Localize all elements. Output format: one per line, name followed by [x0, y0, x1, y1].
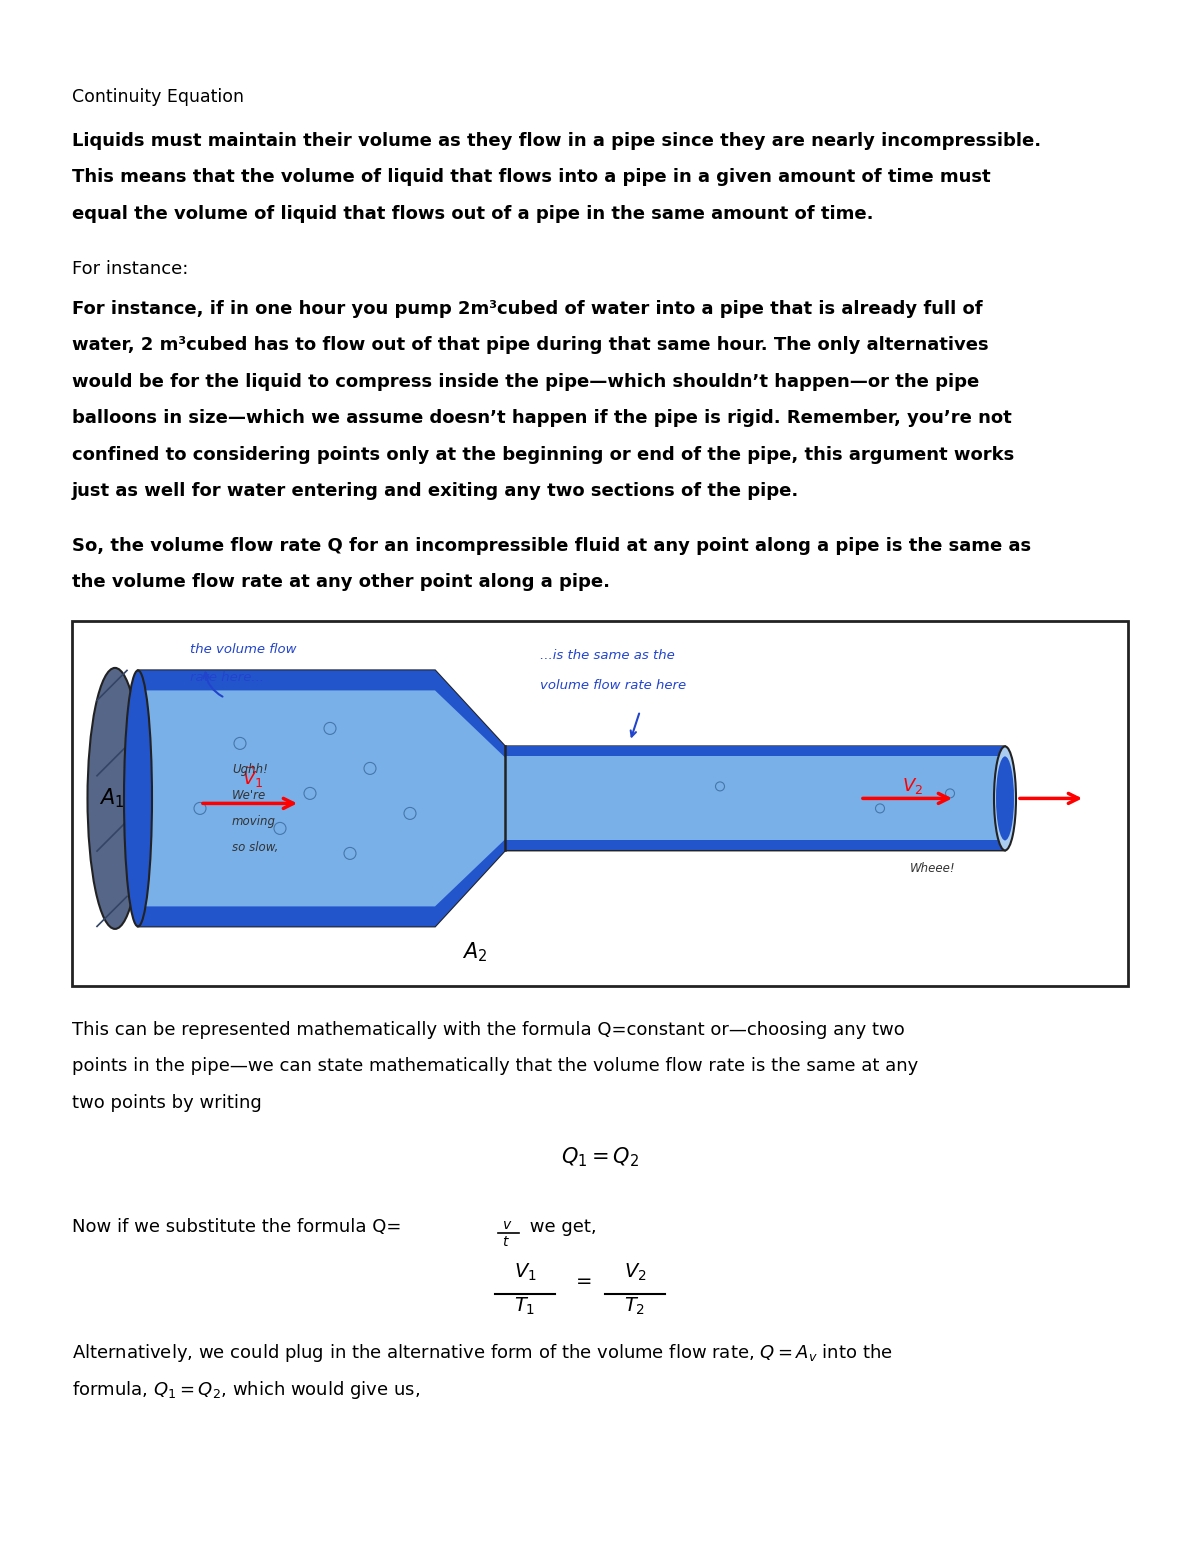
Text: $=$: $=$: [572, 1270, 592, 1289]
Polygon shape: [138, 840, 505, 927]
Polygon shape: [505, 840, 1006, 851]
Polygon shape: [138, 671, 505, 758]
Text: the volume flow rate at any other point along a pipe.: the volume flow rate at any other point …: [72, 573, 610, 592]
Text: $Q_1=Q_2$: $Q_1=Q_2$: [560, 1145, 640, 1168]
Text: Now if we substitute the formula Q=: Now if we substitute the formula Q=: [72, 1218, 401, 1236]
Ellipse shape: [124, 671, 152, 927]
Text: $V_2$: $V_2$: [902, 776, 923, 797]
Text: would be for the liquid to compress inside the pipe—which shouldn’t happen—or th: would be for the liquid to compress insi…: [72, 373, 979, 391]
Text: so slow,: so slow,: [232, 842, 278, 854]
Text: $t$: $t$: [502, 1235, 510, 1249]
Text: $\vec{V}_1$: $\vec{V}_1$: [242, 764, 263, 790]
Text: ...is the same as the: ...is the same as the: [540, 649, 674, 662]
Ellipse shape: [994, 747, 1016, 851]
Text: points in the pipe—we can state mathematically that the volume flow rate is the : points in the pipe—we can state mathemat…: [72, 1058, 918, 1075]
Text: we get,: we get,: [524, 1218, 596, 1236]
Text: For instance:: For instance:: [72, 259, 188, 278]
Text: the volume flow: the volume flow: [190, 643, 296, 655]
Text: We're: We're: [232, 789, 266, 803]
Text: Continuity Equation: Continuity Equation: [72, 89, 244, 106]
Polygon shape: [138, 671, 1006, 927]
Text: This can be represented mathematically with the formula Q=constant or—choosing a: This can be represented mathematically w…: [72, 1020, 905, 1039]
Text: formula, $Q_1=Q_2$, which would give us,: formula, $Q_1=Q_2$, which would give us,: [72, 1379, 420, 1401]
Text: moving: moving: [232, 815, 276, 828]
Text: equal the volume of liquid that flows out of a pipe in the same amount of time.: equal the volume of liquid that flows ou…: [72, 205, 874, 222]
Ellipse shape: [88, 668, 143, 929]
Text: $v$: $v$: [502, 1218, 512, 1232]
Text: Liquids must maintain their volume as they flow in a pipe since they are nearly : Liquids must maintain their volume as th…: [72, 132, 1042, 149]
Text: So, the volume flow rate Q for an incompressible fluid at any point along a pipe: So, the volume flow rate Q for an incomp…: [72, 537, 1031, 554]
Text: balloons in size—which we assume doesn’t happen if the pipe is rigid. Remember, : balloons in size—which we assume doesn’t…: [72, 408, 1012, 427]
Text: water, 2 m³cubed has to flow out of that pipe during that same hour. The only al: water, 2 m³cubed has to flow out of that…: [72, 335, 989, 354]
Text: $A_1$: $A_1$: [100, 787, 125, 811]
Text: $T_1$: $T_1$: [515, 1295, 535, 1317]
Bar: [72, 621, 1128, 986]
Text: Wheee!: Wheee!: [910, 862, 955, 876]
Text: $V_2$: $V_2$: [624, 1261, 647, 1283]
Text: For instance, if in one hour you pump 2m³cubed of water into a pipe that is alre: For instance, if in one hour you pump 2m…: [72, 300, 983, 318]
Polygon shape: [505, 747, 1006, 756]
Text: confined to considering points only at the beginning or end of the pipe, this ar: confined to considering points only at t…: [72, 446, 1014, 464]
Text: $T_2$: $T_2$: [624, 1295, 646, 1317]
Text: two points by writing: two points by writing: [72, 1093, 262, 1112]
Text: Alternatively, we could plug in the alternative form of the volume flow rate, $Q: Alternatively, we could plug in the alte…: [72, 1342, 893, 1364]
Text: This means that the volume of liquid that flows into a pipe in a given amount of: This means that the volume of liquid tha…: [72, 168, 991, 186]
Text: volume flow rate here: volume flow rate here: [540, 679, 686, 693]
Text: $A_2$: $A_2$: [462, 940, 487, 964]
Text: rate here...: rate here...: [190, 671, 264, 683]
Text: $V_1$: $V_1$: [514, 1261, 536, 1283]
Text: just as well for water entering and exiting any two sections of the pipe.: just as well for water entering and exit…: [72, 481, 799, 500]
Ellipse shape: [996, 756, 1014, 840]
Text: Ughh!: Ughh!: [232, 764, 268, 776]
